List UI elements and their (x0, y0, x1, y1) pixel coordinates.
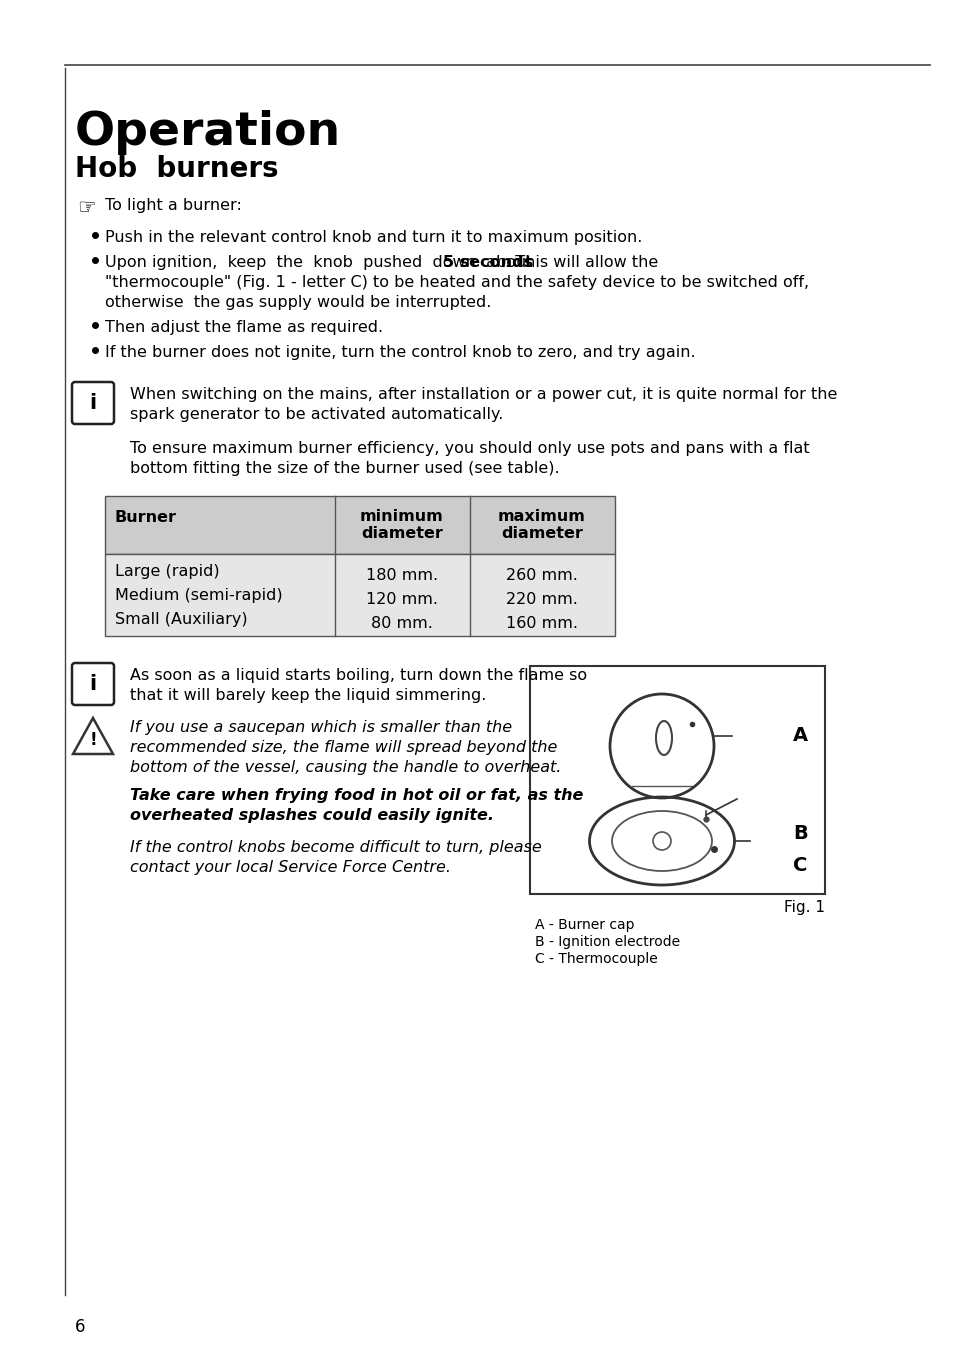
Text: When switching on the mains, after installation or a power cut, it is quite norm: When switching on the mains, after insta… (130, 387, 837, 402)
Text: i: i (90, 393, 96, 412)
Text: 120 mm.: 120 mm. (366, 592, 437, 607)
Text: bottom fitting the size of the burner used (see table).: bottom fitting the size of the burner us… (130, 461, 559, 476)
Text: If you use a saucepan which is smaller than the: If you use a saucepan which is smaller t… (130, 721, 512, 735)
Text: 6: 6 (75, 1318, 86, 1336)
Text: Fig. 1: Fig. 1 (783, 900, 824, 915)
Text: C: C (792, 856, 806, 875)
Text: Operation: Operation (75, 110, 341, 155)
Text: bottom of the vessel, causing the handle to overheat.: bottom of the vessel, causing the handle… (130, 760, 560, 775)
Bar (105, 496, 615, 554)
Text: As soon as a liquid starts boiling, turn down the flame so: As soon as a liquid starts boiling, turn… (130, 668, 586, 683)
FancyBboxPatch shape (71, 383, 113, 425)
FancyBboxPatch shape (71, 662, 113, 704)
Text: spark generator to be activated automatically.: spark generator to be activated automati… (130, 407, 503, 422)
Text: Medium (semi-rapid): Medium (semi-rapid) (115, 588, 282, 603)
Text: To ensure maximum burner efficiency, you should only use pots and pans with a fl: To ensure maximum burner efficiency, you… (130, 441, 809, 456)
Text: B: B (792, 823, 807, 844)
Text: C - Thermocouple: C - Thermocouple (535, 952, 657, 965)
Text: Small (Auxiliary): Small (Auxiliary) (115, 612, 248, 627)
Text: Push in the relevant control knob and turn it to maximum position.: Push in the relevant control knob and tu… (105, 230, 641, 245)
Text: Take care when frying food in hot oil or fat, as the: Take care when frying food in hot oil or… (130, 788, 583, 803)
Text: 260 mm.: 260 mm. (505, 568, 578, 583)
Text: 80 mm.: 80 mm. (371, 617, 433, 631)
Text: otherwise  the gas supply would be interrupted.: otherwise the gas supply would be interr… (105, 295, 491, 310)
Text: ☞: ☞ (77, 197, 95, 218)
Text: A: A (792, 726, 807, 745)
Text: Large (rapid): Large (rapid) (115, 564, 219, 579)
Text: i: i (90, 675, 96, 694)
Text: 220 mm.: 220 mm. (505, 592, 578, 607)
Text: Hob  burners: Hob burners (75, 155, 278, 183)
Bar (530, 667, 824, 894)
Text: that it will barely keep the liquid simmering.: that it will barely keep the liquid simm… (130, 688, 486, 703)
Text: To light a burner:: To light a burner: (105, 197, 242, 214)
Text: If the burner does not ignite, turn the control knob to zero, and try again.: If the burner does not ignite, turn the … (105, 345, 695, 360)
Text: A - Burner cap: A - Burner cap (535, 918, 634, 932)
Text: Burner: Burner (115, 510, 177, 525)
Bar (105, 554, 615, 635)
Text: 5 seconds: 5 seconds (442, 256, 533, 270)
Text: Then adjust the flame as required.: Then adjust the flame as required. (105, 320, 383, 335)
Text: 180 mm.: 180 mm. (366, 568, 437, 583)
Text: minimum
diameter: minimum diameter (359, 508, 443, 541)
Text: overheated splashes could easily ignite.: overheated splashes could easily ignite. (130, 808, 494, 823)
Text: . This will allow the: . This will allow the (504, 256, 658, 270)
Text: Upon ignition,  keep  the  knob  pushed  down  about: Upon ignition, keep the knob pushed down… (105, 256, 537, 270)
Text: 160 mm.: 160 mm. (505, 617, 578, 631)
Text: recommended size, the flame will spread beyond the: recommended size, the flame will spread … (130, 740, 557, 754)
Text: !: ! (89, 731, 96, 749)
Text: contact your local Service Force Centre.: contact your local Service Force Centre. (130, 860, 451, 875)
Text: B - Ignition electrode: B - Ignition electrode (535, 936, 679, 949)
Text: maximum
diameter: maximum diameter (497, 508, 585, 541)
Text: If the control knobs become difficult to turn, please: If the control knobs become difficult to… (130, 840, 541, 854)
Text: "thermocouple" (Fig. 1 - letter C) to be heated and the safety device to be swit: "thermocouple" (Fig. 1 - letter C) to be… (105, 274, 808, 289)
